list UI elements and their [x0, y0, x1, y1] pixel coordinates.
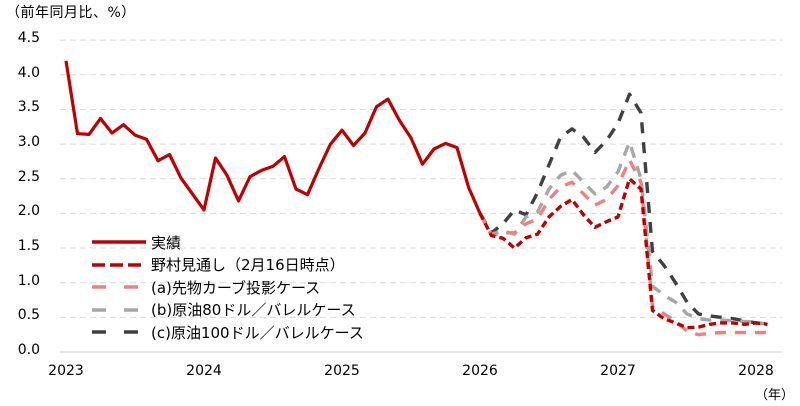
series-line-0	[64, 60, 482, 215]
legend-label: 実績	[151, 233, 182, 252]
x-tick-label: 2023	[48, 363, 84, 379]
series-line-4	[478, 92, 768, 326]
legend-item: (a)先物カーブ投影ケース	[90, 276, 364, 299]
y-axis-unit-label: （前年同月比、%）	[6, 5, 136, 21]
legend-label: (a)先物カーブ投影ケース	[151, 278, 321, 297]
legend-swatch-icon	[92, 240, 146, 244]
y-tick-label: 3.5	[17, 99, 40, 116]
series-lines	[64, 60, 768, 337]
y-tick-label: 2.0	[17, 203, 40, 220]
legend-item: 実績	[90, 231, 364, 254]
legend-item: (c)原油100ドル／バレルケース	[90, 321, 364, 344]
x-tick-label: 2025	[324, 363, 360, 379]
x-tick-label: 2027	[600, 363, 636, 379]
series-line-1	[478, 177, 768, 330]
y-tick-label: 1.5	[17, 238, 40, 255]
legend-label: (b)原油80ドル／バレルケース	[151, 301, 356, 320]
x-axis-unit-label: （年）	[755, 388, 795, 403]
chart-legend: 実績野村見通し（2月16日時点） (a)先物カーブ投影ケース (b)原油80ドル／バ…	[90, 231, 364, 344]
legend-swatch-icon	[92, 263, 146, 267]
x-tick-label: 2024	[186, 363, 222, 379]
y-tick-label: 4.5	[17, 30, 40, 47]
legend-item: 野村見通し（2月16日時点）	[90, 254, 364, 277]
y-tick-label: 0.5	[17, 307, 40, 324]
x-tick-label: 2028	[738, 363, 774, 379]
y-tick-label: 4.0	[17, 64, 40, 81]
legend-label: 野村見通し（2月16日時点）	[151, 256, 345, 275]
y-tick-label: 2.5	[17, 168, 40, 185]
legend-item: (b)原油80ドル／バレルケース	[90, 299, 364, 322]
legend-swatch-icon	[92, 330, 146, 334]
legend-swatch-icon	[92, 308, 146, 312]
series-line-2	[478, 158, 768, 337]
gridlines	[60, 39, 782, 353]
legend-label: (c)原油100ドル／バレルケース	[151, 323, 364, 342]
legend-swatch-icon	[92, 285, 146, 289]
y-tick-label: 1.0	[17, 272, 40, 289]
y-tick-label: 3.0	[17, 134, 40, 151]
series-line-3	[478, 140, 768, 326]
y-tick-label: 0.0	[17, 342, 40, 358]
x-tick-label: 2026	[462, 363, 498, 379]
